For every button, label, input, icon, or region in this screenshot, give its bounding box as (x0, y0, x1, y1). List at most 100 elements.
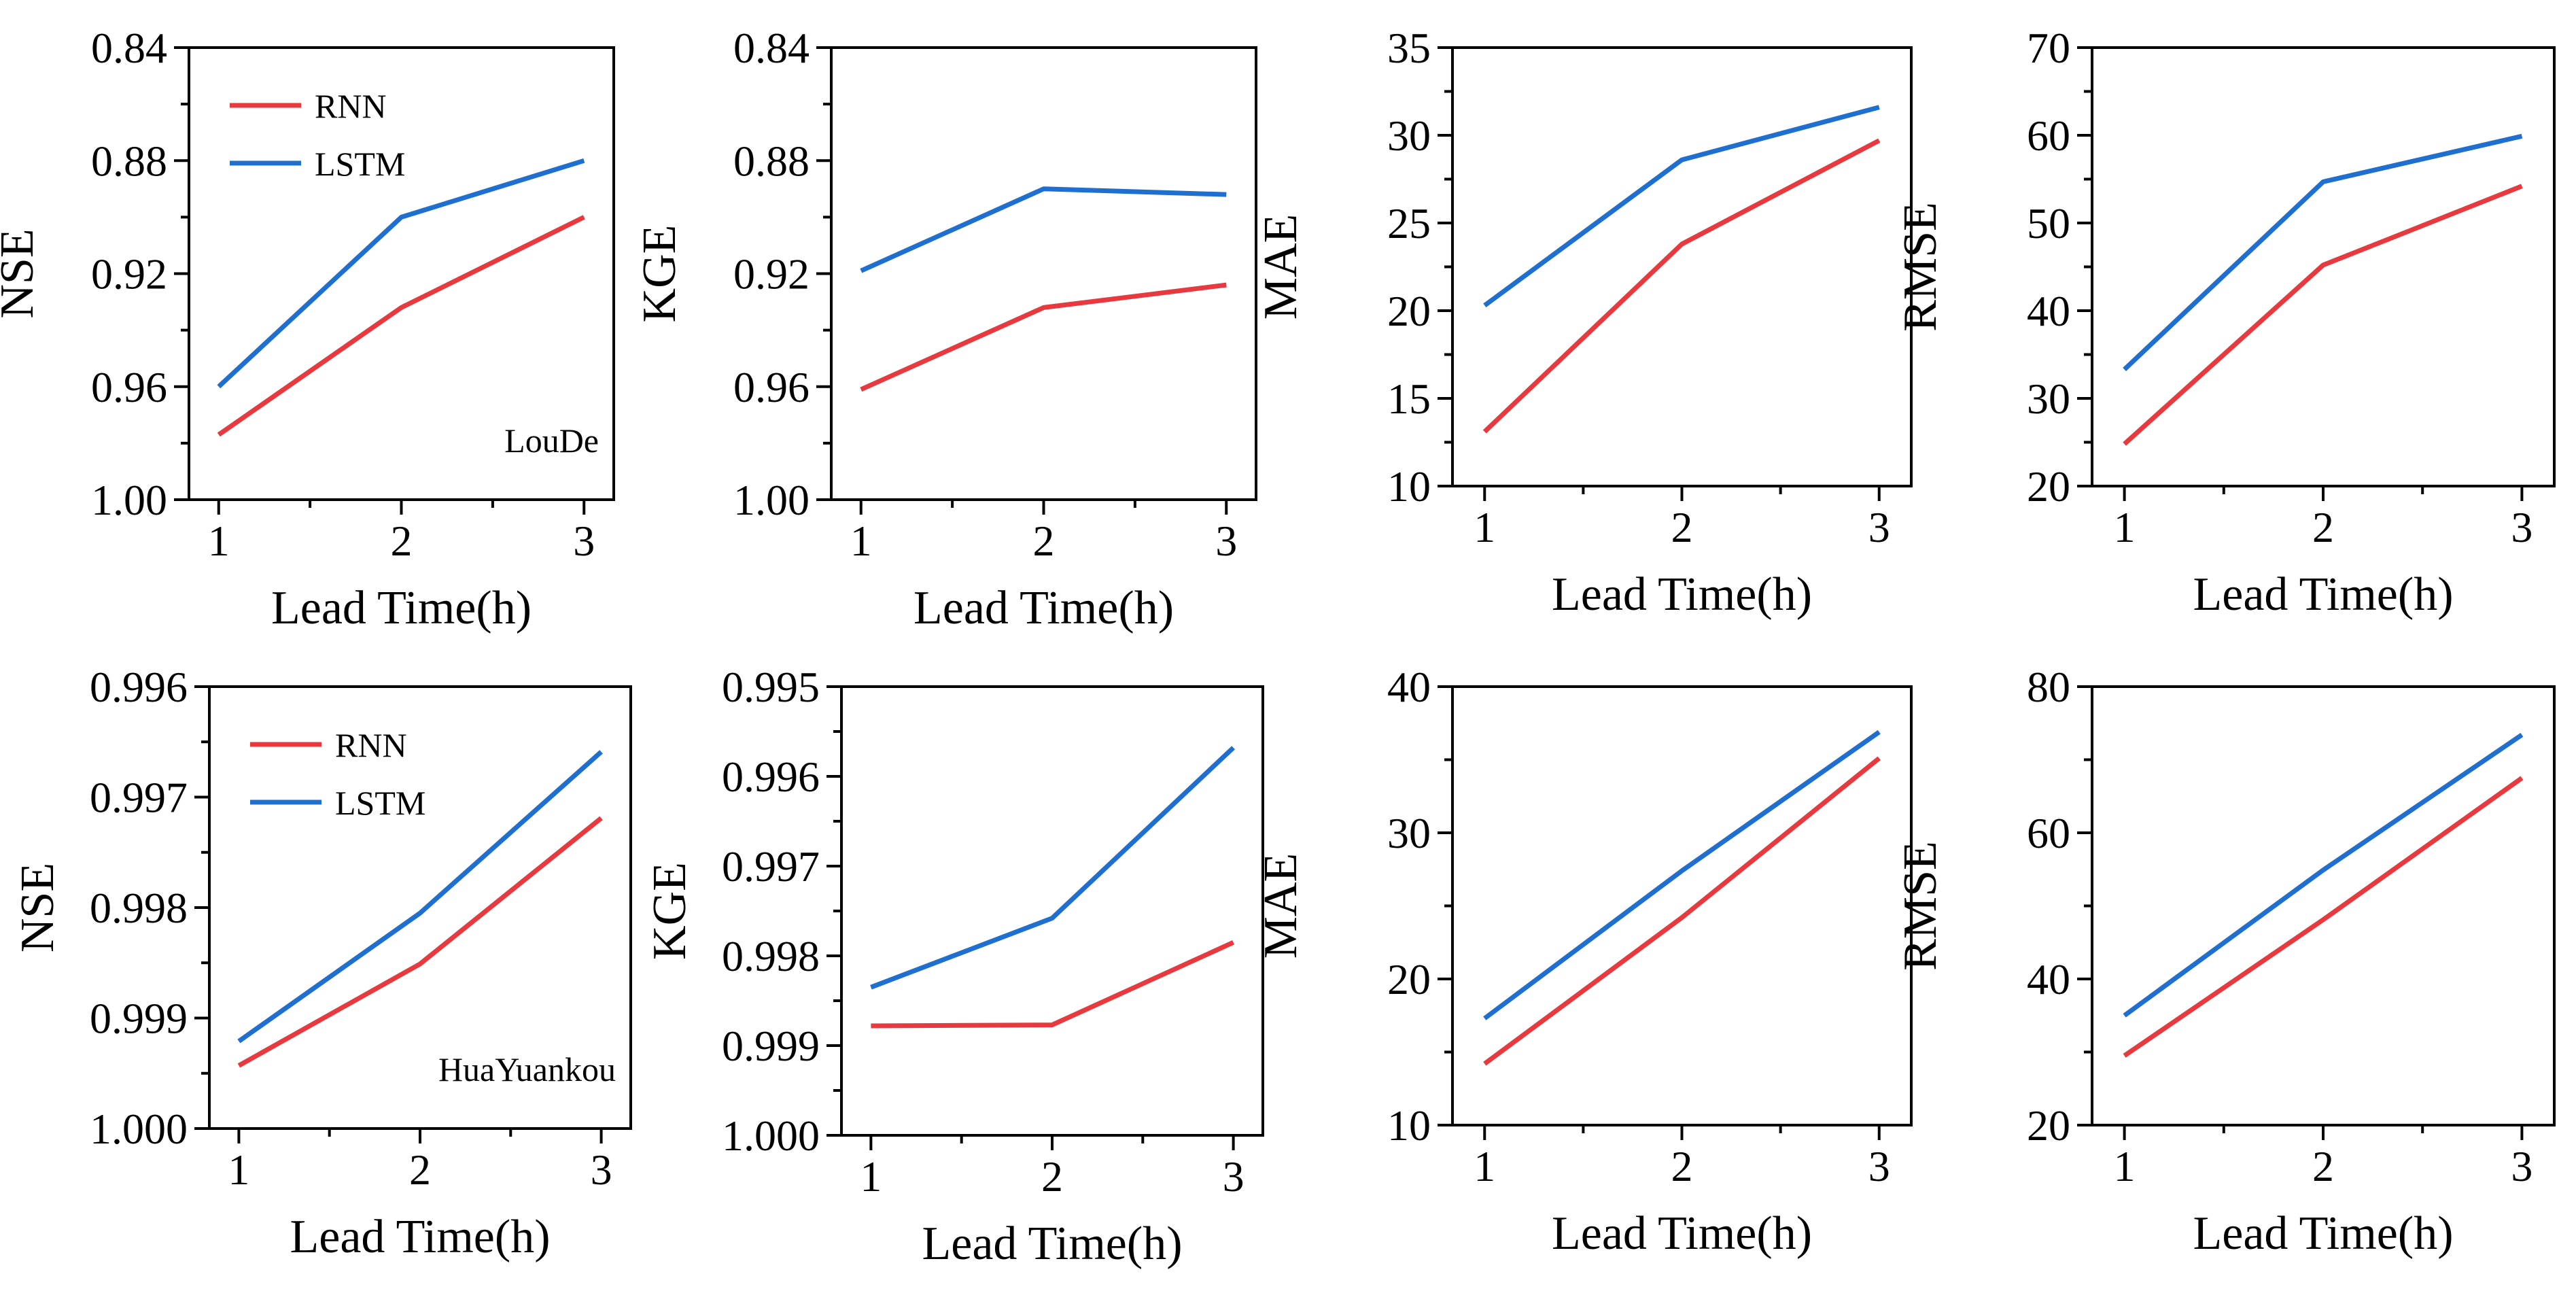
x-tick-label: 3 (2511, 1142, 2533, 1190)
x-tick-label: 1 (208, 517, 230, 565)
y-tick-label: 40 (1387, 663, 1431, 711)
y-axis-label: RMSE (1894, 841, 1947, 971)
y-tick-label: 0.996 (90, 663, 188, 711)
plot-frame (830, 46, 1257, 501)
y-tick-label: 1.00 (733, 476, 810, 524)
y-tick-label: 60 (2027, 809, 2070, 857)
y-tick-label: 1.000 (722, 1112, 820, 1160)
y-tick-label: 0.997 (722, 842, 820, 891)
legend-label-rnn: RNN (335, 726, 407, 764)
y-axis-label: MAE (1255, 214, 1307, 320)
y-tick-label: 0.998 (90, 884, 188, 932)
chart-panel-7: 10 20 30 40 1 2 3 Lead Time(h) MAE (1255, 663, 1913, 1260)
y-tick-label: 70 (2027, 24, 2070, 72)
chart-panel-1: 0.84 0.88 0.92 0.96 1.00 1 2 3 Lead Time(h) NSE RN… (0, 24, 615, 634)
series-line-rnn (1482, 138, 1881, 434)
legend-label-rnn: RNN (315, 87, 387, 125)
x-tick-label: 2 (1671, 503, 1693, 551)
y-tick-label: 20 (1387, 955, 1431, 1003)
x-tick-label: 1 (860, 1152, 882, 1201)
series-line-lstm (1483, 105, 1880, 308)
y-tick-label: 25 (1387, 199, 1431, 247)
x-tick-label: 3 (591, 1146, 612, 1194)
y-tick-label: 0.997 (90, 774, 188, 822)
y-tick-label: 40 (2027, 287, 2070, 335)
y-axis-label: KGE (644, 862, 696, 960)
x-tick-label: 2 (2312, 1142, 2334, 1190)
x-axis-label: Lead Time(h) (2193, 568, 2453, 621)
chart-panel-3: 10 15 20 25 30 35 1 2 3 Lead Time(h) MAE (1255, 24, 1913, 621)
y-tick-label: 80 (2027, 663, 2070, 711)
y-tick-label: 0.88 (91, 137, 167, 185)
x-axis-label: Lead Time(h) (922, 1218, 1182, 1270)
x-tick-label: 1 (1474, 1142, 1495, 1190)
y-axis-label: KGE (633, 225, 686, 323)
series-line-lstm (860, 186, 1227, 273)
x-axis-label: Lead Time(h) (2193, 1207, 2453, 1260)
y-tick-label: 0.92 (733, 250, 810, 298)
series-line-lstm (1483, 729, 1881, 1020)
y-tick-label: 15 (1387, 375, 1431, 423)
series-line-rnn (237, 816, 603, 1068)
series-line-lstm (217, 158, 585, 389)
y-tick-label: 40 (2027, 955, 2070, 1003)
x-tick-label: 1 (1474, 503, 1495, 551)
series-line-rnn (1483, 756, 1881, 1066)
y-tick-label: 30 (1387, 111, 1431, 160)
station-label: HuaYuankou (438, 1050, 616, 1088)
plot-frame (840, 685, 1264, 1137)
series-line-lstm (2123, 733, 2524, 1018)
x-tick-label: 3 (1868, 1142, 1890, 1190)
x-tick-label: 1 (2114, 1142, 2136, 1190)
y-tick-label: 0.999 (722, 1022, 820, 1070)
y-axis-label: RMSE (1894, 202, 1947, 332)
y-tick-label: 0.996 (722, 753, 820, 801)
y-axis-label: NSE (0, 228, 43, 318)
y-tick-label: 20 (2027, 462, 2070, 511)
x-tick-label: 3 (1215, 517, 1237, 565)
x-tick-label: 3 (1223, 1152, 1245, 1201)
y-tick-label: 0.995 (722, 663, 820, 711)
y-tick-label: 1.00 (91, 476, 167, 524)
series-line-rnn (2123, 776, 2524, 1058)
series-line-lstm (237, 750, 603, 1044)
x-tick-label: 1 (2114, 503, 2136, 551)
chart-panel-2: 0.84 0.88 0.92 0.96 1.00 1 2 3 Lead Time(h) KGE (633, 24, 1257, 634)
y-tick-label: 10 (1387, 462, 1431, 511)
plot-frame (1451, 685, 1913, 1126)
x-tick-label: 2 (2312, 503, 2334, 551)
series-line-rnn (860, 282, 1227, 392)
y-tick-label: 35 (1387, 24, 1431, 72)
legend-label-lstm: LSTM (335, 784, 425, 822)
x-tick-label: 2 (409, 1146, 431, 1194)
series-line-lstm (870, 746, 1235, 990)
y-tick-label: 0.92 (91, 250, 167, 298)
x-tick-label: 2 (1041, 1152, 1063, 1201)
y-tick-label: 0.84 (733, 24, 810, 72)
plot-frame (2091, 685, 2556, 1126)
y-tick-label: 0.96 (91, 363, 167, 411)
chart-panel-5: 0.996 0.997 0.998 0.999 1.000 1 2 3 Lead Time(h)… (12, 663, 632, 1263)
x-tick-label: 2 (1671, 1142, 1693, 1190)
chart-panel-4: 20 30 40 50 60 70 1 2 3 Lead Time(h) RMSE (1894, 24, 2556, 621)
x-axis-label: Lead Time(h) (1552, 568, 1812, 621)
x-axis-label: Lead Time(h) (290, 1211, 550, 1263)
legend-label-lstm: LSTM (315, 145, 405, 183)
y-tick-label: 0.96 (733, 363, 810, 411)
x-axis-label: Lead Time(h) (1552, 1207, 1812, 1260)
y-tick-label: 20 (2027, 1101, 2070, 1150)
y-axis-label: NSE (12, 863, 64, 952)
y-tick-label: 30 (2027, 375, 2070, 423)
chart-panel-8: 20 40 60 80 1 2 3 Lead Time(h) RMSE (1894, 663, 2556, 1260)
x-tick-label: 3 (573, 517, 595, 565)
series-line-lstm (2123, 133, 2523, 371)
x-tick-label: 1 (850, 517, 872, 565)
y-tick-label: 0.999 (90, 995, 188, 1043)
x-axis-label: Lead Time(h) (913, 582, 1174, 634)
y-tick-label: 1.000 (90, 1105, 188, 1153)
series-line-rnn (217, 215, 585, 437)
y-tick-label: 50 (2027, 199, 2070, 247)
y-tick-label: 0.998 (722, 932, 820, 980)
y-tick-label: 10 (1387, 1101, 1431, 1150)
